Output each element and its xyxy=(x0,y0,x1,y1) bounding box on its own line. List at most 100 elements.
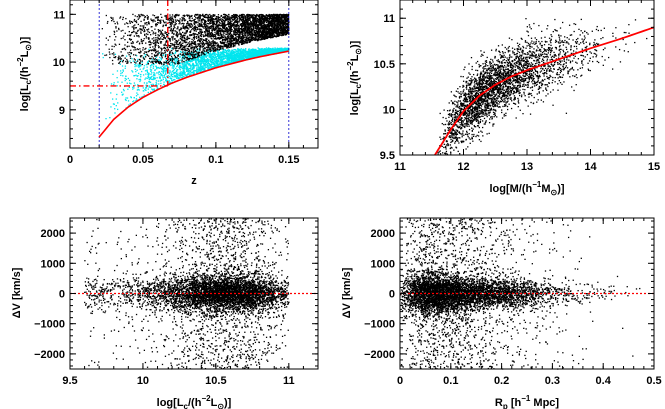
p1-point-cyan xyxy=(160,66,162,68)
p1-point xyxy=(232,35,234,38)
p1-point xyxy=(194,21,197,24)
p1-point xyxy=(186,57,188,59)
p1-point xyxy=(161,57,163,59)
p1-point xyxy=(191,17,193,19)
p1-point-cyan xyxy=(286,48,288,51)
p1-point xyxy=(235,29,237,31)
p1-point-cyan xyxy=(174,79,176,81)
p1-point xyxy=(182,44,184,47)
p1-point-cyan xyxy=(248,50,250,52)
p1-point-cyan xyxy=(258,54,260,57)
p1-point xyxy=(260,25,262,27)
p1-point xyxy=(125,22,128,24)
p1-point-cyan xyxy=(209,52,212,54)
p1-point xyxy=(195,30,197,32)
p1-point xyxy=(205,27,207,30)
p1-point-cyan xyxy=(133,75,135,77)
p1-point-cyan xyxy=(194,59,197,61)
p1-point xyxy=(127,61,129,63)
p1-point-cyan xyxy=(133,87,135,89)
p1-point-cyan xyxy=(125,55,128,57)
p1-point-cyan xyxy=(254,52,256,55)
p1-point-cyan xyxy=(190,69,192,71)
p1-point-cyan xyxy=(207,59,209,61)
p1-point xyxy=(266,25,268,27)
p1-point-cyan xyxy=(162,72,165,74)
p1-point-cyan xyxy=(217,64,219,66)
p1-point-cyan xyxy=(223,57,226,59)
p1-point-cyan xyxy=(141,96,143,98)
p1-point-cyan xyxy=(234,57,236,59)
p1-point-cyan xyxy=(265,51,267,53)
p1-point xyxy=(188,37,191,40)
p1-point xyxy=(213,35,216,38)
p1-point xyxy=(227,30,229,32)
p1-point-cyan xyxy=(212,53,214,55)
p1-point-cyan xyxy=(121,60,123,62)
p1-point-cyan xyxy=(199,60,202,63)
p1-point-cyan xyxy=(149,64,152,67)
p1-point-cyan xyxy=(132,88,134,90)
p1-point xyxy=(252,21,254,23)
p1-point xyxy=(231,20,233,22)
p1-point xyxy=(235,36,237,39)
p1-point xyxy=(195,46,198,49)
p1-point-cyan xyxy=(145,87,148,89)
p1-point-cyan xyxy=(171,71,173,73)
p1-point-cyan xyxy=(130,96,132,98)
p1-point xyxy=(143,25,145,27)
p1-point-cyan xyxy=(219,62,221,65)
p1-point xyxy=(285,30,288,32)
p1-point xyxy=(193,28,195,30)
p1-point-cyan xyxy=(244,51,247,53)
p1-point-cyan xyxy=(212,59,214,61)
p1-point-cyan xyxy=(206,64,208,66)
p1-point xyxy=(200,52,202,54)
p1-point-cyan xyxy=(163,75,166,77)
p1-point-cyan xyxy=(139,96,141,99)
p1-point-cyan xyxy=(280,50,282,52)
p1-point xyxy=(245,19,248,22)
p1-point xyxy=(154,52,157,54)
p1-point-cyan xyxy=(151,58,153,60)
p1-point-cyan xyxy=(196,50,198,52)
p1-point xyxy=(169,46,172,48)
p1-point xyxy=(248,27,250,30)
p1-point-cyan xyxy=(133,97,135,99)
p1-point-cyan xyxy=(211,66,213,68)
p1-point-cyan xyxy=(251,51,253,53)
p1-point xyxy=(255,16,257,18)
p1-point-cyan xyxy=(199,56,202,59)
p1-point-cyan xyxy=(156,77,158,79)
p1-point-cyan xyxy=(152,75,155,77)
p1-point-cyan xyxy=(203,62,205,64)
p1-point xyxy=(168,46,171,48)
p1-point-cyan xyxy=(153,88,156,90)
p1-point xyxy=(230,45,232,47)
p1-point-cyan xyxy=(125,97,127,99)
p1-point xyxy=(228,40,230,42)
p1-point-cyan xyxy=(211,55,214,57)
p1-point xyxy=(234,29,236,31)
p1-point-cyan xyxy=(279,49,281,51)
p1-point xyxy=(171,60,174,62)
p1-point-cyan xyxy=(218,61,220,63)
p1-point xyxy=(214,50,216,52)
p1-point-cyan xyxy=(160,58,163,61)
p1-point-cyan xyxy=(181,71,184,74)
p1-point-cyan xyxy=(170,77,173,80)
p1-point-cyan xyxy=(215,58,217,61)
p1-point xyxy=(239,17,242,20)
p1-point-cyan xyxy=(182,71,185,74)
p1-point-cyan xyxy=(187,68,190,71)
p1-point-cyan xyxy=(114,53,117,55)
p1-point xyxy=(138,17,140,19)
p1-point xyxy=(139,25,142,27)
p1-point-cyan xyxy=(186,70,188,72)
p1-point-cyan xyxy=(226,56,228,58)
p1-point xyxy=(174,57,177,59)
p1-point-cyan xyxy=(198,67,200,69)
p1-point-cyan xyxy=(221,59,224,61)
p1-point xyxy=(223,16,225,18)
p1-point xyxy=(275,20,278,22)
